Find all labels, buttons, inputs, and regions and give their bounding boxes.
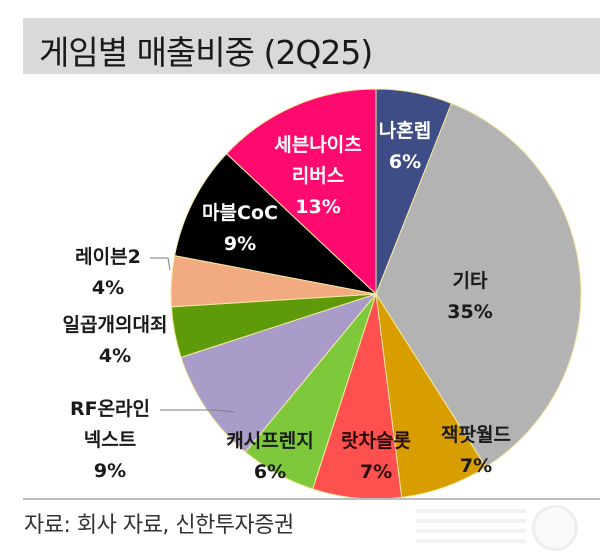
slice-label-lotcha-slots: 랏차슬롯 7%	[341, 430, 411, 483]
slice-label-raven: 레이븐2 4%	[75, 246, 141, 299]
slice-label-rf-online-next: RF온라인 넥스트 9%	[69, 398, 151, 482]
slice-label-etc: 기타 35%	[447, 270, 493, 323]
slice-label-cash-frenzy: 캐시프렌지 6%	[226, 430, 314, 483]
slice-label-seven-deadly-sins: 일곱개의대죄 4%	[62, 314, 168, 367]
pie-slice	[174, 152, 378, 295]
slice-label-narhonrep: 나혼렙 6%	[378, 120, 432, 173]
watermark-seal-icon	[532, 505, 578, 551]
watermark-logo	[368, 503, 600, 553]
chart-title-bar: 게임별 매출비중 (2Q25)	[23, 18, 600, 74]
pie-slices	[170, 88, 582, 500]
pie-slice	[375, 102, 582, 468]
leader-line-rf	[160, 409, 236, 413]
pie-slice	[180, 292, 378, 453]
pie-slice	[225, 88, 377, 296]
leader-line-raven	[150, 257, 171, 271]
chart-title: 게임별 매출비중 (2Q25)	[39, 33, 373, 72]
source-note: 자료: 회사 자료, 신한투자증권	[24, 513, 294, 538]
footer-divider	[23, 498, 600, 500]
slice-label-jackpot-world: 잭팟월드 7%	[441, 424, 511, 477]
slice-label-marvel: 마블CoC 9%	[202, 202, 278, 255]
slice-label-seven-knights: 세븐나이츠 리버스 13%	[274, 134, 362, 218]
